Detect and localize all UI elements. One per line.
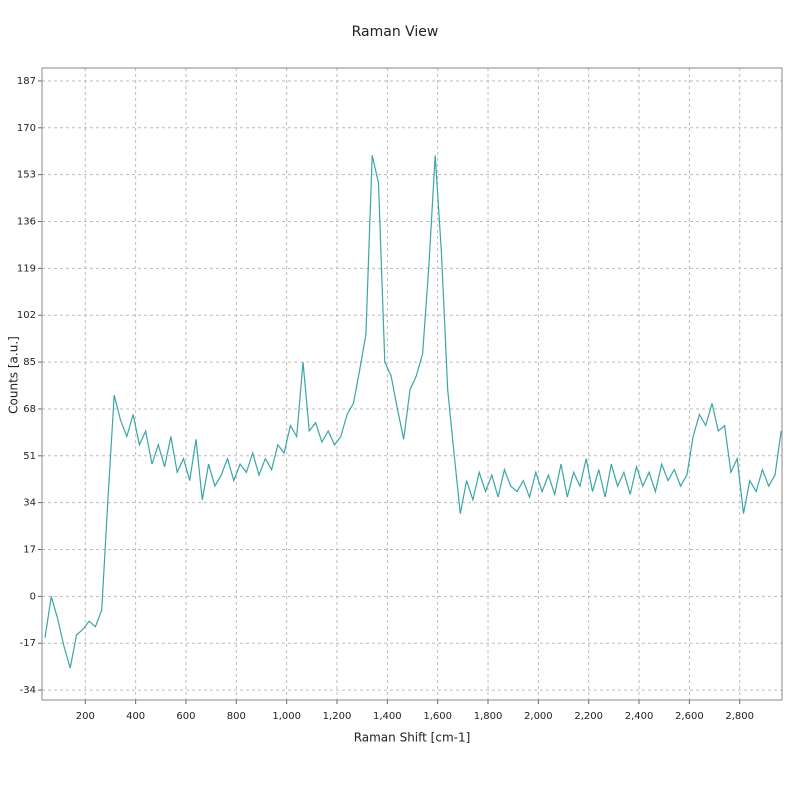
y-tick-label: 119 xyxy=(17,263,36,274)
y-tick-label: 68 xyxy=(23,404,36,415)
x-axis-label: Raman Shift [cm-1] xyxy=(354,731,471,745)
x-tick-label: 2,400 xyxy=(625,711,654,722)
y-tick-label: 51 xyxy=(23,451,36,462)
y-tick-label: 85 xyxy=(23,357,36,368)
x-tick-label: 2,600 xyxy=(675,711,704,722)
x-tick-label: 800 xyxy=(227,711,246,722)
y-tick-label: -17 xyxy=(20,638,36,649)
plot-border xyxy=(41,67,783,701)
x-tick-label: 2,000 xyxy=(524,711,553,722)
y-tick-label: 102 xyxy=(17,310,36,321)
y-tick-label: -34 xyxy=(20,685,36,696)
x-tick-label: 1,800 xyxy=(474,711,503,722)
y-axis-label: Counts [a.u.] xyxy=(7,336,21,414)
x-tick-label: 1,200 xyxy=(323,711,352,722)
y-tick-label: 153 xyxy=(17,170,36,181)
x-tick-label: 1,400 xyxy=(373,711,402,722)
y-tick-label: 170 xyxy=(17,123,36,134)
y-tick-label: 0 xyxy=(30,591,36,602)
x-tick-label: 600 xyxy=(176,711,195,722)
y-tick-label: 187 xyxy=(17,76,36,87)
y-tick-label: 136 xyxy=(17,217,36,228)
x-tick-label: 1,600 xyxy=(423,711,452,722)
chart-title: Raman View xyxy=(352,24,439,40)
y-tick-label: 34 xyxy=(23,498,36,509)
x-tick-label: 2,800 xyxy=(725,711,754,722)
x-tick-label: 2,200 xyxy=(574,711,603,722)
x-tick-label: 400 xyxy=(126,711,145,722)
x-tick-label: 1,000 xyxy=(272,711,301,722)
line-series xyxy=(44,155,782,669)
x-tick-label: 200 xyxy=(76,711,95,722)
y-tick-label: 17 xyxy=(23,545,36,556)
